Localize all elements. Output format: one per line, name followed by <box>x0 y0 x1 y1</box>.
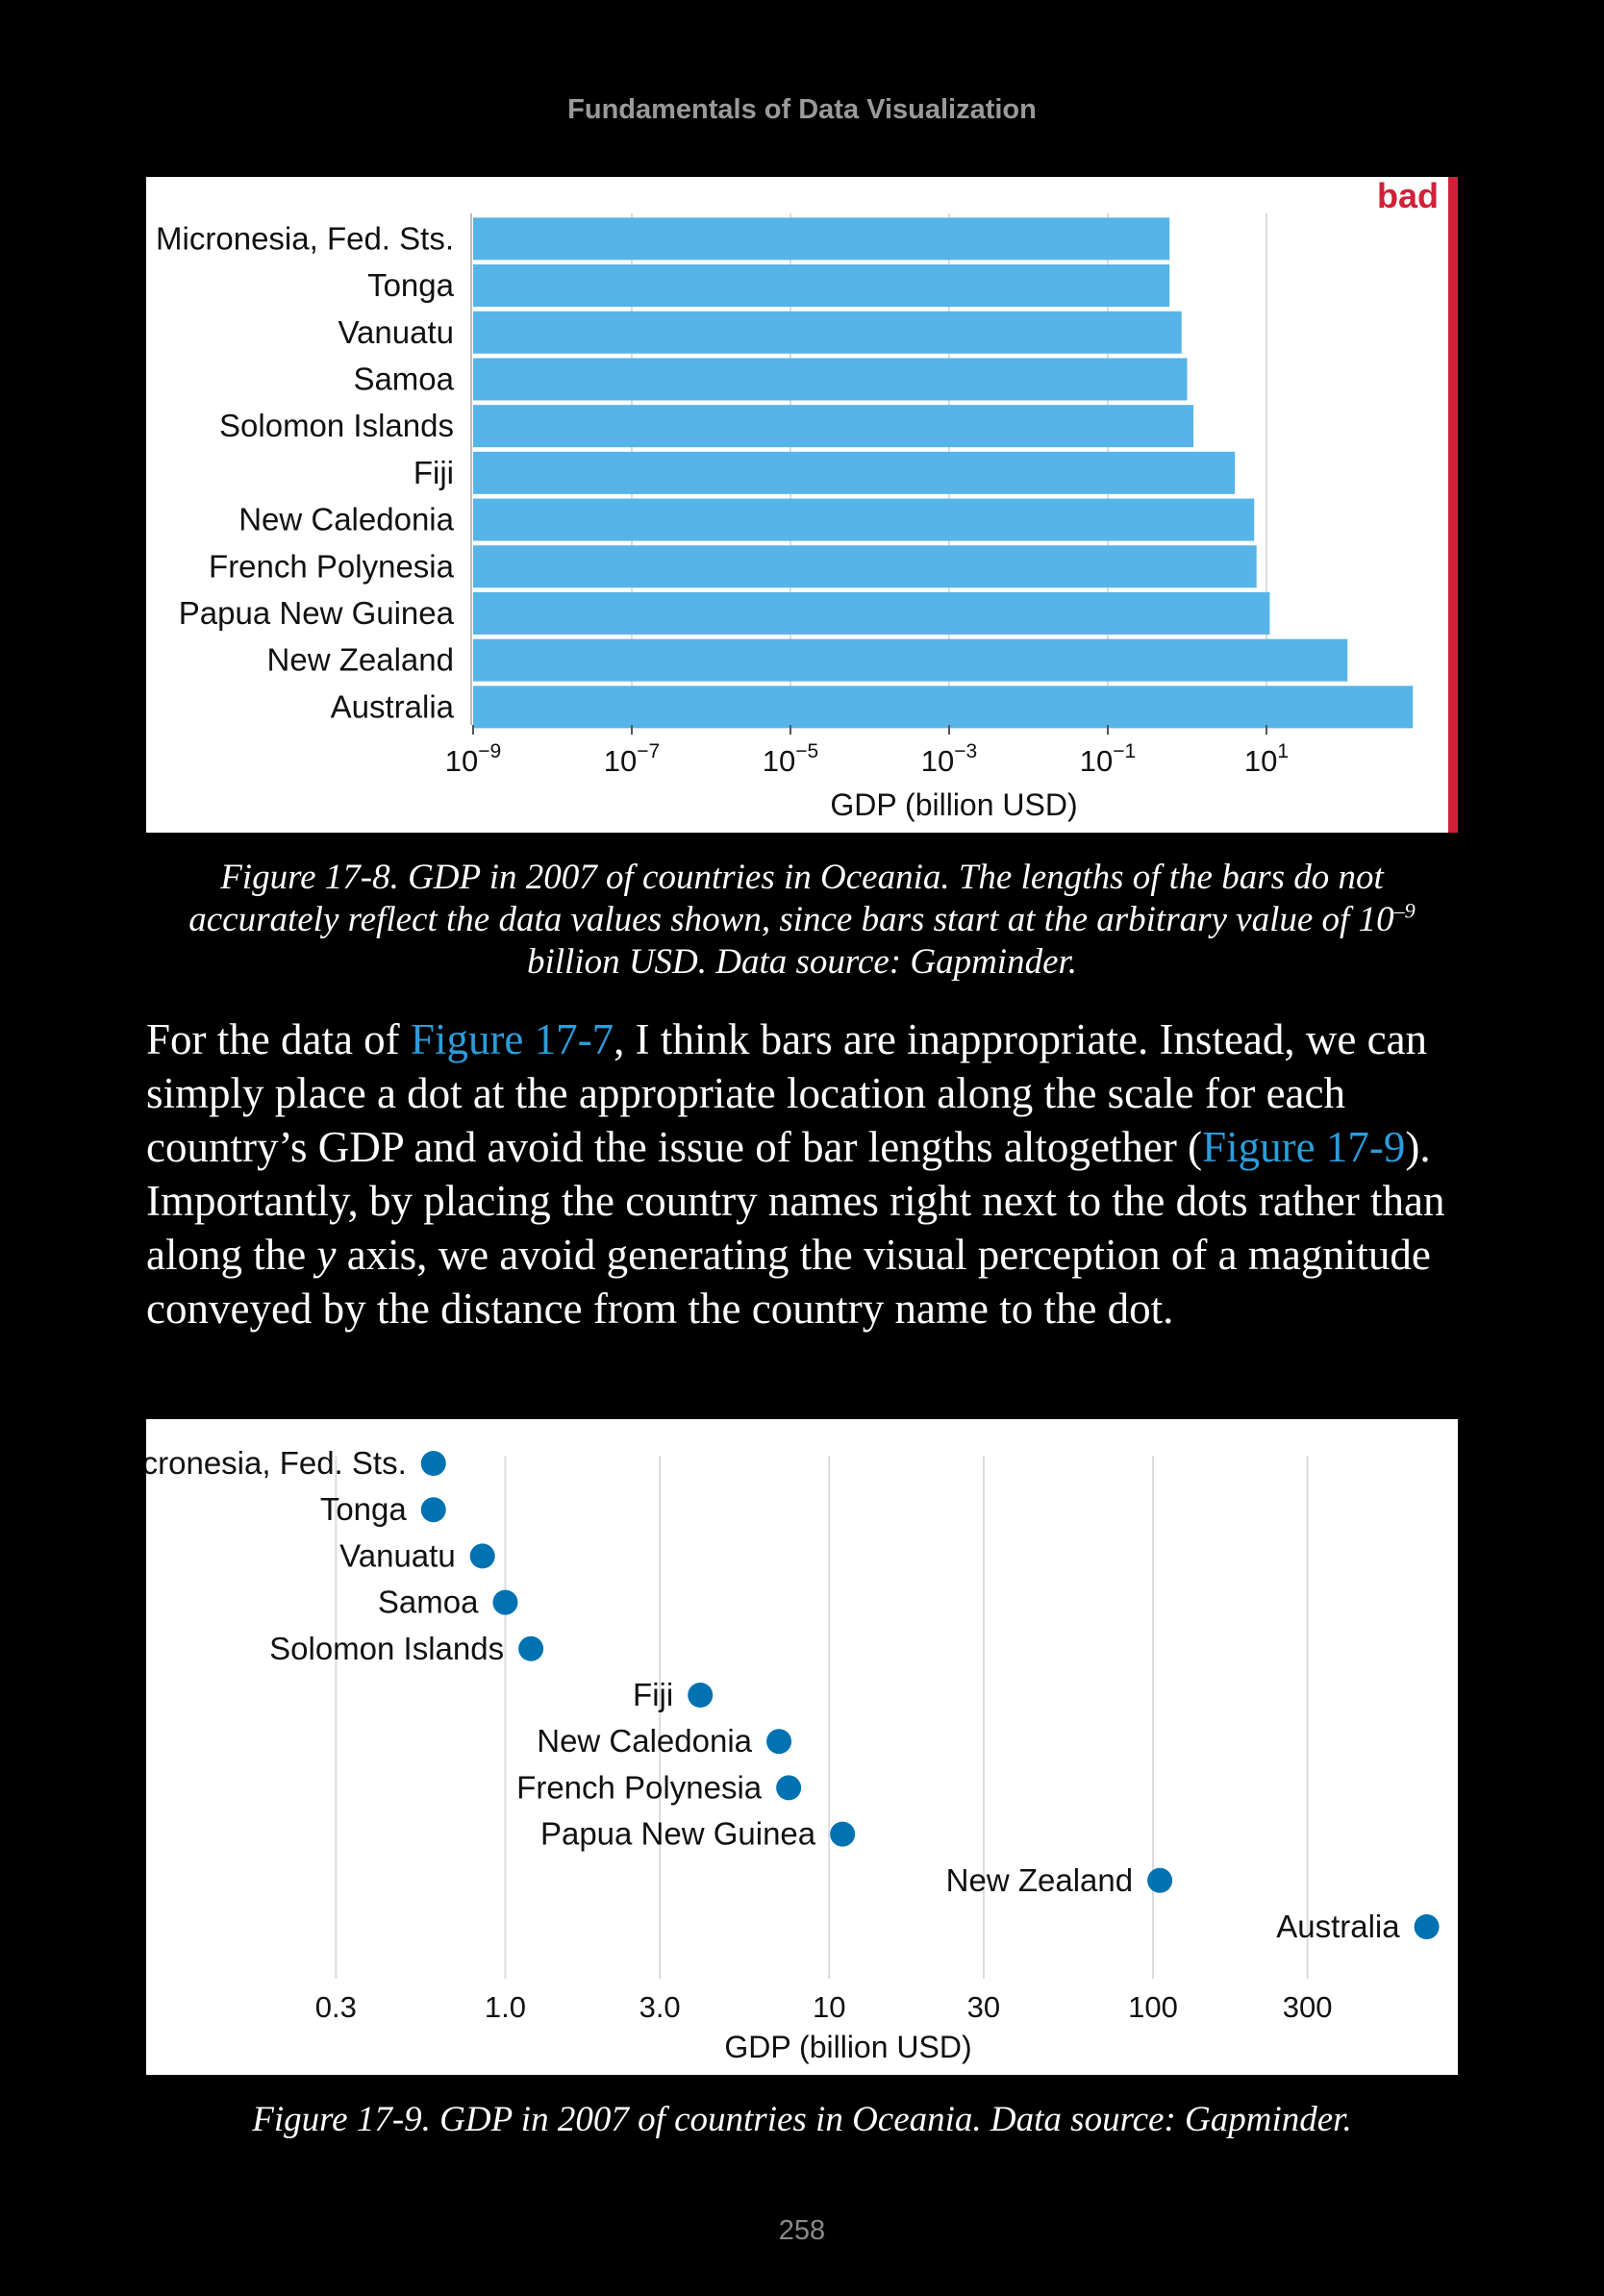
x-tick-label: 10−3 <box>921 740 977 778</box>
dot-solomon-islands <box>518 1635 544 1661</box>
body-text-3: ). Importantly, by placing the country n… <box>146 1123 1445 1279</box>
point-label-new-zealand: New Zealand <box>946 1862 1133 1898</box>
caption-superscript: –9 <box>1393 898 1416 923</box>
dot-french-polynesia <box>776 1775 802 1801</box>
x-tick-label: 10 <box>813 1990 845 2024</box>
dot-samoa <box>492 1589 518 1615</box>
category-label-micronesia-fed-sts: Micronesia, Fed. Sts. <box>156 220 454 256</box>
figure-17-8-caption: Figure 17-8. GDP in 2007 of countries in… <box>146 857 1458 984</box>
point-label-fiji: Fiji <box>633 1677 673 1712</box>
figure-17-8: Micronesia, Fed. Sts. Tonga Vanuatu Samoa So… <box>146 177 1458 833</box>
point-label-samoa: Samoa <box>378 1585 479 1620</box>
point-label-papua-new-guinea: Papua New Guinea <box>540 1816 816 1852</box>
dot-australia <box>1414 1914 1440 1939</box>
bar-australia <box>473 686 1414 729</box>
dot-fiji <box>688 1683 714 1708</box>
bad-flag-stripe <box>1448 177 1458 833</box>
y-italic: y <box>316 1231 337 1279</box>
bar-chart: Micronesia, Fed. Sts. Tonga Vanuatu Samoa So… <box>156 177 1458 833</box>
dot-vanuatu <box>469 1543 495 1569</box>
x-tick-label: 10−5 <box>763 740 818 778</box>
x-tick-label: 30 <box>967 1990 1000 2024</box>
body-text-1: For the data of <box>146 1015 411 1063</box>
category-label-french-polynesia: French Polynesia <box>209 548 455 584</box>
category-label-new-zealand: New Zealand <box>267 642 454 678</box>
bar-solomon-islands <box>473 405 1194 448</box>
bar-new-zealand <box>473 638 1348 682</box>
x-tick-label: 1.0 <box>485 1990 526 2024</box>
x-tick-label: 10−9 <box>445 740 501 778</box>
bar-french-polynesia <box>473 545 1257 588</box>
body-text-4: axis, we avoid generating the visual per… <box>146 1231 1431 1333</box>
x-axis-title: GDP (billion USD) <box>724 2030 971 2064</box>
x-tick-label: 10−1 <box>1080 740 1136 778</box>
page-number: 258 <box>778 2215 826 2246</box>
bar-fiji <box>473 451 1236 494</box>
point-label-french-polynesia: French Polynesia <box>516 1769 763 1805</box>
x-axis-title: GDP (billion USD) <box>830 787 1077 822</box>
point-label-vanuatu: Vanuatu <box>339 1537 456 1573</box>
point-label-solomon-islands: Solomon Islands <box>269 1631 504 1666</box>
dot-new-zealand <box>1147 1867 1173 1893</box>
running-head: Fundamentals of Data Visualization <box>567 94 1037 125</box>
dot-chart: Micronesia, Fed. Sts. Tonga Vanuatu Samoa So… <box>146 1445 1440 2064</box>
dot-tonga <box>420 1497 446 1523</box>
category-label-vanuatu: Vanuatu <box>338 314 455 350</box>
bad-flag-label: bad <box>1377 177 1439 215</box>
category-label-solomon-islands: Solomon Islands <box>219 408 454 443</box>
caption-text: Figure 17-8. GDP in 2007 of countries in… <box>188 858 1394 939</box>
point-label-new-caledonia: New Caledonia <box>537 1723 752 1759</box>
category-label-samoa: Samoa <box>353 361 454 396</box>
x-tick-label: 101 <box>1244 740 1289 778</box>
x-tick-label: 100 <box>1128 1990 1178 2024</box>
point-label-micronesia-fed-sts: Micronesia, Fed. Sts. <box>146 1445 407 1481</box>
caption-text-end: billion USD. Data source: Gapminder. <box>526 942 1078 982</box>
x-tick-label: 0.3 <box>315 1990 357 2024</box>
bar-new-caledonia <box>473 498 1255 541</box>
category-label-australia: Australia <box>331 688 455 724</box>
bar-micronesia-fed-sts <box>473 217 1170 261</box>
point-label-australia: Australia <box>1276 1909 1400 1944</box>
dot-papua-new-guinea <box>830 1821 856 1847</box>
figure-17-9-link[interactable]: Figure 17-9 <box>1202 1123 1406 1171</box>
category-label-tonga: Tonga <box>367 267 455 303</box>
point-label-tonga: Tonga <box>320 1491 408 1527</box>
bar-samoa <box>473 358 1188 401</box>
x-tick-label: 10−7 <box>604 740 660 778</box>
bar-papua-new-guinea <box>473 591 1270 635</box>
category-label-fiji: Fiji <box>414 455 454 490</box>
dot-new-caledonia <box>766 1729 792 1755</box>
body-paragraph: For the data of Figure 17-7, I think bar… <box>146 1012 1512 1335</box>
figure-17-9-caption: Figure 17-9. GDP in 2007 of countries in… <box>252 2100 1352 2139</box>
x-tick-label: 3.0 <box>639 1990 681 2024</box>
category-label-papua-new-guinea: Papua New Guinea <box>179 595 455 631</box>
category-label-new-caledonia: New Caledonia <box>238 502 454 537</box>
figure-17-9: Micronesia, Fed. Sts. Tonga Vanuatu Samoa So… <box>146 1419 1458 2075</box>
figure-17-7-link[interactable]: Figure 17-7 <box>410 1015 614 1063</box>
x-tick-label: 300 <box>1283 1990 1333 2024</box>
dot-micronesia-fed-sts <box>420 1451 446 1476</box>
bar-tonga <box>473 264 1170 308</box>
body-text-2: , I think bars are inappropriate. Instea… <box>146 1015 1428 1171</box>
bar-vanuatu <box>473 311 1182 354</box>
